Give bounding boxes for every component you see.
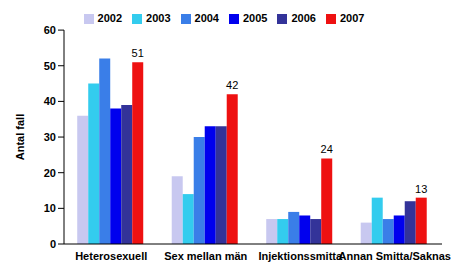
svg-text:10: 10 bbox=[44, 202, 56, 214]
html-text:2006: 2006 bbox=[291, 12, 316, 24]
svg-text:20: 20 bbox=[44, 167, 56, 179]
svg-text:Injektionssmitta: Injektionssmitta bbox=[258, 250, 343, 262]
svg-text:42: 42 bbox=[226, 79, 238, 91]
svg-text:Sex mellan män: Sex mellan män bbox=[164, 250, 247, 262]
svg-text:0: 0 bbox=[50, 238, 56, 250]
svg-text:60: 60 bbox=[44, 24, 56, 36]
html-text:2002: 2002 bbox=[97, 12, 122, 24]
html-text:2005: 2005 bbox=[243, 12, 268, 24]
html-text:2004: 2004 bbox=[194, 12, 219, 24]
svg-text:Heterosexuell: Heterosexuell bbox=[75, 250, 147, 262]
svg-text:Annan Smitta/Saknas: Annan Smitta/Saknas bbox=[339, 250, 451, 262]
svg-text:50: 50 bbox=[44, 60, 56, 72]
svg-text:40: 40 bbox=[44, 95, 56, 107]
svg-text:24: 24 bbox=[321, 143, 333, 155]
svg-text:51: 51 bbox=[132, 47, 144, 59]
svg-text:Antal fall: Antal fall bbox=[14, 114, 26, 160]
svg-text:30: 30 bbox=[44, 131, 56, 143]
html-text:2003: 2003 bbox=[146, 12, 171, 24]
svg-text:13: 13 bbox=[415, 183, 427, 195]
html-text:2007: 2007 bbox=[340, 12, 365, 24]
